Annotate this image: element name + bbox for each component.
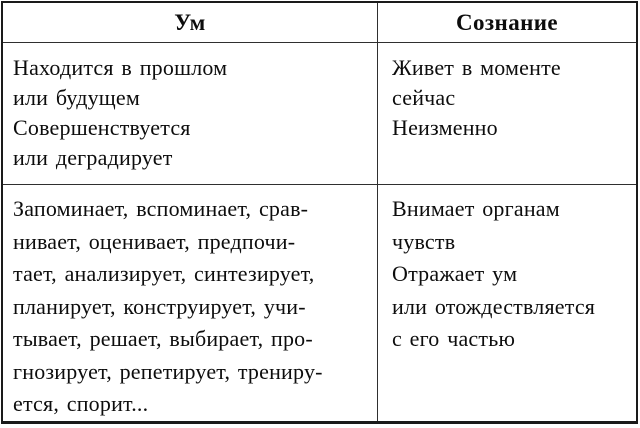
cell-consciousness-activities-text: Внимает органам чувств Отражает ум или о… (392, 196, 596, 351)
cell-consciousness-states-text: Живет в моменте сейчас Неизменно (392, 55, 561, 140)
column-header-consciousness: Сознание (378, 3, 636, 43)
column-header-mind-label: Ум (174, 9, 206, 35)
cell-consciousness-states: Живет в моменте сейчас Неизменно (378, 43, 636, 185)
cell-mind-activities-text: Запоминает, вспоминает, срав- нивает, оц… (13, 196, 323, 416)
column-header-mind: Ум (3, 3, 378, 43)
cell-mind-activities: Запоминает, вспоминает, срав- нивает, оц… (3, 185, 378, 421)
cell-consciousness-activities: Внимает органам чувств Отражает ум или о… (378, 185, 636, 421)
column-header-consciousness-label: Сознание (455, 9, 559, 35)
cell-mind-states: Находится в прошлом или будущем Совершен… (3, 43, 378, 185)
cell-mind-states-text: Находится в прошлом или будущем Совершен… (13, 55, 228, 170)
